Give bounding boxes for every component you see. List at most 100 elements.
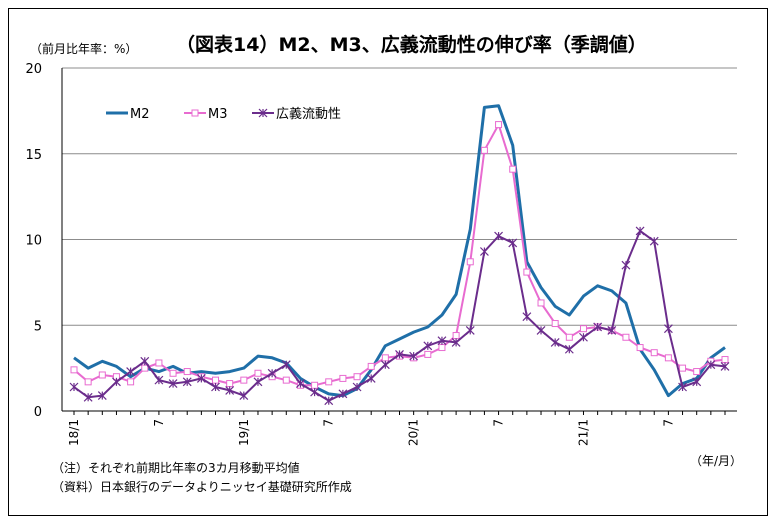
data-point [267, 368, 277, 378]
data-point [509, 165, 517, 173]
data-point [324, 396, 334, 406]
x-tick-label: 7 [492, 419, 506, 427]
data-point [84, 378, 92, 386]
data-point [281, 360, 291, 370]
y-tick-label: 0 [34, 405, 42, 420]
data-point [169, 369, 177, 377]
data-point [191, 109, 199, 117]
source-line: （資料）日本銀行のデータよりニッセイ基礎研究所作成 [52, 480, 352, 494]
chart-frame [8, 8, 768, 516]
data-point [635, 226, 645, 236]
series-lines [69, 104, 730, 406]
data-point [296, 379, 305, 388]
data-point [353, 373, 361, 381]
data-point [479, 247, 489, 256]
data-point [650, 349, 658, 357]
y-tick-labels: 0 5 10 15 20 [25, 62, 42, 420]
x-tick-label: 20/1 [407, 419, 421, 446]
data-point [240, 376, 248, 384]
data-point [97, 391, 107, 400]
x-tick-label: 7 [661, 419, 675, 427]
data-point [253, 377, 263, 387]
data-point [239, 391, 249, 400]
data-point [140, 356, 150, 366]
data-point [495, 121, 503, 129]
data-point [325, 378, 333, 386]
data-point [155, 359, 163, 367]
data-point [537, 299, 545, 307]
legend-label: M3 [208, 107, 228, 122]
data-point [721, 356, 729, 364]
chart-title: （図表14）M2、M3、広義流動性の伸び率（季調値） [176, 34, 647, 56]
note-line: （注）それぞれ前期比年率の3カ月移動平均値 [52, 461, 300, 475]
data-point [141, 364, 149, 372]
y-tick-label: 5 [34, 319, 42, 334]
x-tick-label: 7 [322, 419, 336, 427]
data-point [225, 385, 235, 395]
data-point [381, 354, 389, 362]
legend-label: M2 [130, 107, 150, 122]
data-point [663, 324, 673, 334]
data-point [579, 332, 588, 342]
series-line [73, 104, 726, 398]
series-line [73, 123, 726, 387]
data-point [183, 368, 191, 376]
data-point [678, 382, 687, 392]
data-point [168, 379, 178, 388]
data-point [154, 375, 164, 385]
data-point [127, 378, 135, 386]
data-point [550, 337, 560, 347]
data-point [409, 351, 419, 361]
data-point [423, 341, 433, 351]
data-point [126, 367, 136, 376]
data-point [466, 258, 474, 266]
data-point [366, 373, 376, 383]
data-point [212, 376, 220, 384]
y-tick-label: 20 [25, 62, 42, 77]
data-point [282, 376, 290, 384]
x-axis-unit-label: （年/月） [690, 454, 743, 468]
data-point [258, 108, 268, 118]
data-point [254, 369, 262, 377]
data-point [395, 349, 404, 359]
data-point [622, 333, 630, 341]
data-point [182, 377, 192, 387]
data-point [83, 392, 93, 402]
data-point [380, 360, 390, 370]
data-point [226, 380, 234, 388]
x-tick-label: 21/1 [576, 419, 590, 446]
data-point [465, 325, 475, 335]
data-point [679, 364, 687, 372]
data-point [621, 260, 631, 270]
data-point [636, 344, 644, 352]
data-point [437, 336, 447, 346]
series-2 [69, 226, 730, 406]
x-tick-label: 7 [152, 419, 166, 427]
data-point [424, 350, 432, 358]
data-point [311, 381, 319, 389]
y-tick-label: 15 [25, 148, 42, 163]
legend-item: M2 [106, 107, 150, 122]
data-point [310, 387, 320, 397]
data-point [593, 322, 603, 332]
data-point [367, 362, 375, 370]
data-point [565, 333, 573, 341]
x-tick-label: 18/1 [67, 419, 81, 446]
series-0 [73, 104, 726, 398]
data-point [692, 377, 702, 387]
data-point [522, 312, 532, 322]
data-point [579, 325, 587, 333]
y-axis-unit-label: （前月比年率：%） [30, 42, 138, 56]
data-point [649, 236, 659, 246]
data-point [70, 366, 78, 374]
data-point [339, 374, 347, 382]
data-point [536, 325, 546, 335]
data-point [452, 332, 460, 340]
data-point [98, 371, 106, 379]
data-point [508, 238, 518, 248]
y-tick-label: 10 [25, 234, 42, 249]
data-point [720, 361, 730, 371]
data-point [664, 354, 672, 362]
x-tick-label: 19/1 [237, 419, 251, 446]
data-point [551, 320, 559, 328]
